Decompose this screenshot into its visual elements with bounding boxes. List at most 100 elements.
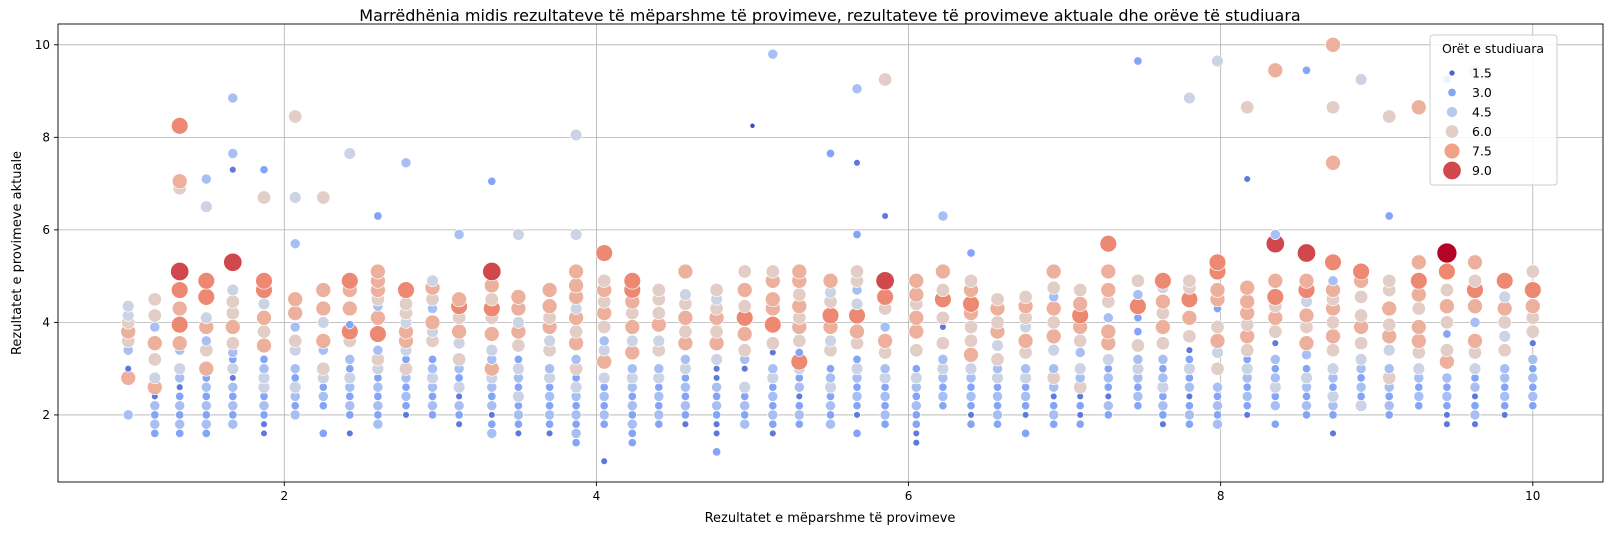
data-point (1500, 382, 1510, 392)
x-tick-label: 4 (593, 489, 601, 503)
data-point (544, 363, 556, 375)
data-point (1326, 362, 1340, 375)
data-point (149, 418, 161, 430)
data-point (1184, 373, 1194, 383)
data-point (569, 228, 583, 241)
data-point (1155, 293, 1171, 310)
data-point (992, 382, 1003, 392)
data-point (1018, 289, 1033, 304)
x-tick-label: 2 (280, 489, 288, 503)
data-point (1075, 401, 1085, 411)
data-point (1443, 420, 1451, 428)
legend-marker (1443, 142, 1461, 160)
data-point (768, 382, 778, 392)
data-point (1209, 333, 1226, 349)
data-point (146, 335, 163, 352)
data-point (1158, 410, 1168, 420)
data-point (1270, 391, 1280, 401)
data-point (259, 410, 269, 420)
data-point (793, 409, 805, 421)
data-point (598, 390, 610, 402)
data-point (966, 248, 976, 258)
data-point (1528, 382, 1538, 392)
data-point (880, 382, 890, 392)
data-point (571, 401, 581, 411)
data-point (740, 364, 749, 373)
data-point (1301, 410, 1312, 420)
data-point (712, 420, 721, 428)
data-point (1528, 364, 1538, 374)
data-point (825, 400, 836, 412)
data-point (595, 244, 613, 262)
x-tick-label: 8 (1217, 489, 1225, 503)
data-point (346, 429, 354, 438)
data-point (1500, 401, 1510, 411)
y-tick-label: 10 (35, 38, 50, 52)
data-point (227, 381, 239, 393)
data-point (317, 390, 329, 402)
data-point (486, 400, 498, 412)
data-point (455, 392, 463, 401)
data-point (1496, 300, 1513, 317)
data-point (911, 419, 921, 429)
data-point (1103, 382, 1113, 392)
data-point (1155, 336, 1170, 351)
data-point (1184, 354, 1194, 364)
data-point (287, 291, 304, 308)
data-point (512, 362, 525, 375)
data-point (227, 92, 239, 104)
data-point (1267, 272, 1284, 289)
data-point (1525, 264, 1540, 279)
data-point (225, 294, 240, 309)
data-point (121, 299, 135, 313)
data-point (1439, 282, 1454, 298)
y-tick-label: 6 (42, 223, 50, 237)
data-point (259, 354, 269, 364)
data-point (201, 391, 211, 401)
data-point (825, 148, 836, 159)
data-point (200, 418, 212, 430)
legend: Orët e studiuara 1.5 3.0 4.5 6.0 7.5 9.0 (1429, 34, 1558, 186)
data-point (171, 300, 188, 317)
data-point (570, 427, 582, 439)
data-point (963, 333, 979, 348)
data-point (1301, 364, 1312, 374)
data-point (170, 315, 189, 334)
data-point (1049, 419, 1059, 429)
data-point (1524, 281, 1542, 299)
data-point (1158, 391, 1168, 401)
data-point (541, 282, 558, 298)
data-point (1154, 272, 1172, 290)
data-point (880, 401, 890, 411)
data-point (1183, 362, 1196, 375)
data-point (512, 228, 525, 241)
data-point (544, 409, 556, 421)
data-point (1132, 289, 1144, 301)
data-point (1410, 319, 1427, 335)
data-point (318, 401, 328, 411)
data-point (794, 373, 804, 383)
data-point (881, 212, 889, 220)
data-point (875, 271, 895, 291)
data-point (174, 418, 186, 430)
data-point (878, 72, 893, 87)
data-point (1301, 391, 1312, 401)
data-point (227, 400, 239, 412)
data-point (736, 326, 753, 342)
data-point (599, 419, 609, 429)
data-point (1298, 307, 1315, 324)
data-point (825, 372, 836, 384)
data-point (198, 360, 215, 377)
data-point (227, 148, 239, 159)
data-point (226, 283, 240, 297)
data-point (400, 157, 412, 169)
data-point (175, 428, 185, 438)
data-point (764, 315, 782, 334)
data-point (1442, 401, 1452, 411)
data-point (1414, 382, 1424, 392)
data-point (879, 363, 891, 375)
data-point (1328, 382, 1338, 392)
data-point (764, 291, 781, 308)
data-point (679, 381, 691, 393)
data-point (1499, 363, 1511, 375)
